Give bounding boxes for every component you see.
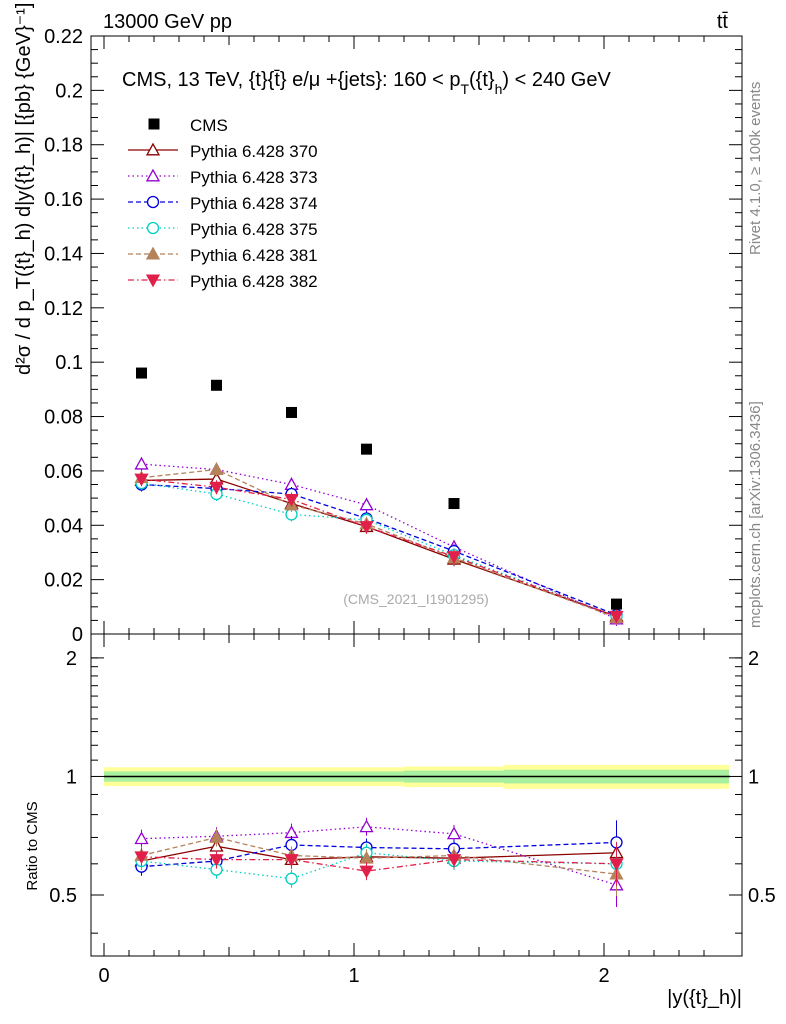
series-point (446, 551, 462, 564)
legend-label-cms: CMS (190, 116, 228, 135)
ratio-tick-label-right: 0.5 (748, 885, 776, 907)
legend-label: Pythia 6.428 370 (190, 142, 318, 161)
x-tick-label: 0 (98, 965, 109, 987)
ratio-point (285, 872, 298, 885)
legend-label: Pythia 6.428 374 (190, 194, 318, 213)
y-tick-label: 0.04 (44, 515, 83, 537)
series-line (141, 463, 617, 620)
legend-label: Pythia 6.428 381 (190, 246, 318, 265)
y-tick-label: 0.22 (44, 26, 83, 48)
series-line (141, 478, 617, 617)
ratio-point (284, 854, 299, 867)
cms-data-point (611, 598, 622, 610)
ratio-tick-label-right: 1 (748, 766, 759, 788)
reference-points (136, 367, 622, 610)
ratio-lines (141, 826, 617, 886)
y-tick-label: 0.1 (55, 352, 83, 374)
ratio-panel-frame (90, 633, 743, 957)
cms-data-point (448, 498, 460, 510)
ratio-point (134, 831, 149, 845)
y-axis-label: d²σ / d p_T({t}_h) d|y({t}_h)| [{pb} {Ge… (13, 3, 35, 375)
y-tick-label: 0.06 (44, 461, 83, 483)
legend: CMS Pythia 6.428 370 Pythia 6.428 373 Pythi… (128, 116, 318, 291)
ratio-points (134, 817, 624, 908)
ratio-point (209, 830, 224, 843)
y-tick-label: 0.08 (44, 407, 83, 429)
series-point (284, 493, 299, 507)
series-point (134, 456, 149, 470)
cms-data-point (211, 379, 222, 391)
series-line (141, 478, 617, 617)
legend-label: Pythia 6.428 375 (190, 220, 318, 239)
y-tick-label: 0.12 (44, 298, 83, 320)
series-point (359, 497, 374, 511)
legend-marker-cms (148, 118, 160, 130)
legend-marker (145, 168, 161, 182)
ratio-point (609, 858, 624, 872)
legend-marker (146, 221, 160, 235)
ratio-series-line (141, 856, 617, 872)
series-lines (141, 463, 617, 620)
ratio-point (359, 819, 374, 833)
series-point (209, 462, 224, 476)
series-point (134, 473, 149, 487)
y-tick-label: 0.2 (55, 80, 83, 102)
main-ticks: 0 0.02 0.04 0.06 0.08 0.1 0.12 0.14 0.16 0.18 0.2 0… (44, 26, 742, 646)
ratio-ticks: 0.5 0.5 1 1 2 2 (49, 648, 776, 934)
energy-label: 13000 GeV pp (103, 11, 232, 33)
legend-marker (145, 246, 161, 260)
series-point (359, 521, 374, 534)
chart-title: CMS, 13 TeV, {t}{t̄} e/μ +{jets}: 160 < … (122, 69, 611, 97)
legend-label: Pythia 6.428 382 (190, 272, 318, 291)
process-label: tt̄ (717, 11, 729, 33)
y-tick-label: 0.14 (44, 243, 83, 265)
cms-data-point (136, 367, 147, 379)
ratio-point (446, 826, 462, 840)
x-tick-label: 1 (348, 965, 359, 987)
ratio-series-line (141, 836, 617, 875)
legend-marker (146, 195, 160, 209)
series-point (609, 610, 624, 624)
legend-marker (145, 274, 161, 288)
analysis-watermark: (CMS_2021_I1901295) (343, 591, 489, 607)
x-axis-label: |y({t}_h)| (667, 987, 742, 1009)
legend-label: Pythia 6.428 373 (190, 168, 318, 187)
series-points (134, 456, 624, 627)
ratio-tick-label: 0.5 (49, 885, 77, 907)
ratio-point (209, 854, 224, 867)
y-tick-label: 0.18 (44, 135, 83, 157)
ratio-series-line (141, 845, 617, 862)
x-axis-ticks: 0 1 2 (98, 36, 705, 987)
ratio-point (134, 851, 149, 865)
y-tick-label: 0.02 (44, 570, 83, 592)
x-tick-label: 2 (598, 965, 609, 987)
ratio-tick-label: 1 (66, 766, 77, 788)
ratio-point (446, 854, 462, 867)
mcplots-label: mcplots.cern.ch [arXiv:1306.3436] (747, 401, 764, 628)
series-point (209, 481, 224, 495)
y-tick-label: 0 (72, 624, 83, 646)
rivet-label: Rivet 4.1.0, ≥ 100k events (747, 82, 764, 255)
y-tick-label: 0.16 (44, 189, 83, 211)
ratio-tick-label: 2 (66, 648, 77, 670)
ratio-tick-label-right: 2 (748, 648, 759, 670)
ratio-y-axis-label: Ratio to CMS (24, 801, 41, 890)
ratio-point (359, 865, 374, 879)
legend-marker (145, 142, 161, 156)
cms-data-point (361, 443, 372, 455)
cms-data-point (286, 406, 297, 418)
series-line (141, 482, 617, 617)
